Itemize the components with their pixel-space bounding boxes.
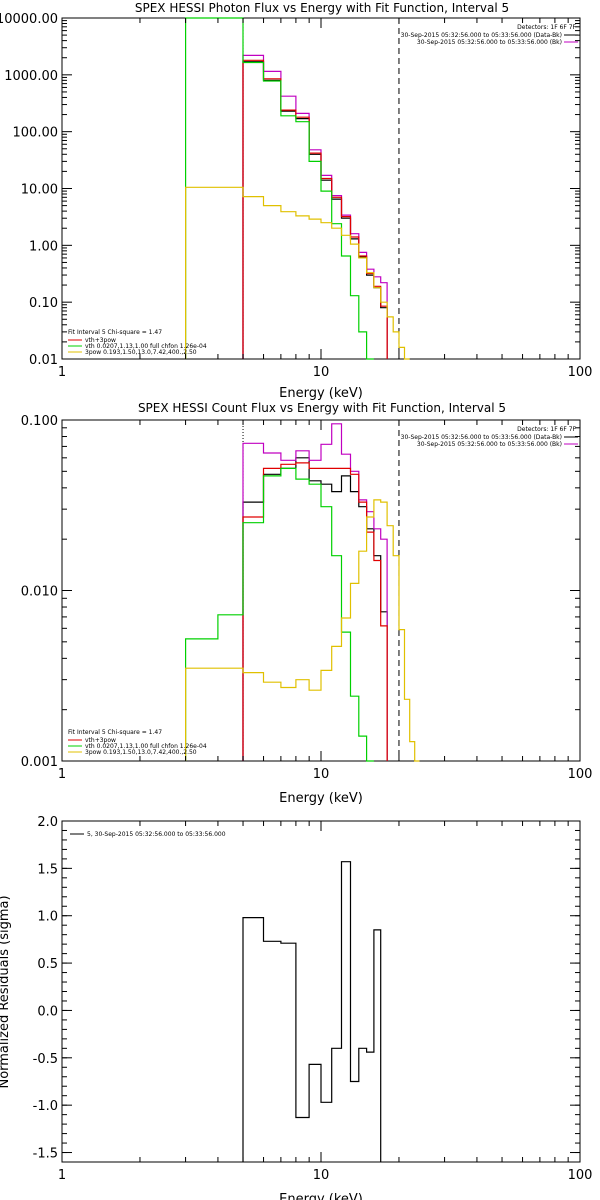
residuals-xlabel: Energy (keV) [279, 1192, 363, 1200]
residuals-plot-frame [61, 820, 581, 1163]
count-flux-series-yellow [185, 499, 420, 762]
residuals-x-tick-label: 10 [313, 1168, 330, 1183]
residuals-ylabel: Normalized Residuals (sigma) [0, 895, 12, 1088]
photon-flux-fit-vth-label: vth 0.0207,1.13,1.00 full chfon 1.26e-04 [85, 343, 207, 350]
photon-flux-series-purple [242, 54, 388, 359]
residuals-x-tick-label: 100 [568, 1168, 593, 1183]
residuals-y-tick-label: 1.0 [37, 910, 58, 925]
count-flux-series [185, 423, 420, 762]
residuals-y-tick-label: 1.5 [37, 862, 58, 877]
photon-flux-detectors-text: Detectors: 1F 6F 7F [517, 24, 576, 31]
photon-flux-series-red [242, 59, 388, 359]
residuals-y-tick-label: -1.5 [33, 1147, 58, 1162]
photon-flux-x-tick-label: 10 [313, 365, 330, 380]
photon-flux-y-tick-label: 10.00 [21, 183, 58, 198]
count-flux-title: SPEX HESSI Count Flux vs Energy with Fit… [138, 401, 506, 415]
residuals-panel: 1 10 100 2.0 1.5 1.0 0.5 0.0 -0.5 -1.0 -1.5 5, 30-… [0, 815, 592, 1200]
photon-flux-series-green [185, 17, 374, 360]
count-flux-panel: SPEX HESSI Count Flux vs Energy with Fit… [21, 401, 593, 806]
count-flux-y-tick-label: 0.100 [21, 414, 58, 429]
photon-flux-fit-header: Fit Interval 5 Chi-square = 1.47 [68, 329, 162, 336]
count-flux-series-purple [242, 423, 388, 761]
photon-flux-series-black [242, 61, 388, 359]
photon-flux-range-markers [242, 18, 400, 359]
count-flux-x-tick-label: 100 [568, 767, 593, 782]
residuals-x-tick-label: 1 [58, 1168, 66, 1183]
photon-flux-x-tick-label: 100 [568, 365, 593, 380]
count-flux-plot-frame [61, 419, 581, 762]
count-flux-y-tick-label: 0.010 [21, 585, 58, 600]
count-flux-series-black [242, 457, 388, 761]
count-flux-data-interval-text: 30-Sep-2015 05:32:56.000 to 05:33:56.000… [401, 434, 562, 441]
residuals-y-tick-label: 2.0 [37, 815, 58, 830]
photon-flux-ticks: 1 10 100 10000.00 1000.00 100.00 10.00 1.00 0.10… [0, 12, 592, 380]
photon-flux-fit-total-label: vth+3pow [85, 337, 116, 344]
count-flux-series-red [242, 462, 388, 761]
photon-flux-y-tick-label: 0.01 [29, 353, 58, 368]
count-flux-y-tick-label: 0.001 [21, 755, 58, 770]
photon-flux-y-tick-label: 1000.00 [4, 69, 58, 84]
photon-flux-y-tick-label: 100.00 [13, 126, 59, 141]
count-flux-x-tick-label: 10 [313, 767, 330, 782]
photon-flux-y-tick-label: 0.10 [29, 296, 58, 311]
count-flux-bk-interval-text: 30-Sep-2015 05:32:56.000 to 05:33:56.000… [417, 441, 562, 448]
photon-flux-bk-interval-text: 30-Sep-2015 05:32:56.000 to 05:33:56.000… [417, 39, 562, 46]
residuals-y-tick-label: 0.0 [37, 1004, 58, 1019]
count-flux-xlabel: Energy (keV) [279, 791, 363, 806]
residuals-legend-label: 5, 30-Sep-2015 05:32:56.000 to 05:33:56.… [87, 831, 226, 838]
count-flux-ticks: 1 10 100 0.100 0.010 0.001 [21, 414, 593, 782]
residuals-ticks: 1 10 100 2.0 1.5 1.0 0.5 0.0 -0.5 -1.0 -1.5 [33, 815, 593, 1183]
residuals-y-tick-label: -1.0 [33, 1099, 58, 1114]
residuals-series [242, 861, 382, 1162]
count-flux-info-box: Detectors: 1F 6F 7F 30-Sep-2015 05:32:56… [401, 426, 578, 448]
photon-flux-y-tick-label: 10000.00 [0, 12, 58, 27]
count-flux-fit-header: Fit Interval 5 Chi-square = 1.47 [68, 729, 162, 736]
residuals-series-black [242, 861, 382, 1162]
photon-flux-title: SPEX HESSI Photon Flux vs Energy with Fi… [135, 1, 509, 15]
photon-flux-xlabel: Energy (keV) [279, 386, 363, 401]
count-flux-series-green [185, 467, 374, 762]
count-flux-fit-3pow-label: 3pow 0.193,1.50,13.0,7.42,400.,2.50 [85, 749, 197, 756]
photon-flux-x-tick-label: 1 [58, 365, 66, 380]
photon-flux-series-yellow [185, 186, 410, 360]
count-flux-detectors-text: Detectors: 1F 6F 7F [517, 426, 576, 433]
photon-flux-fit-legend: Fit Interval 5 Chi-square = 1.47 vth+3po… [68, 329, 207, 356]
photon-flux-panel: SPEX HESSI Photon Flux vs Energy with Fi… [0, 1, 592, 401]
photon-flux-data-interval-text: 30-Sep-2015 05:32:56.000 to 05:33:56.000… [401, 32, 562, 39]
residuals-legend: 5, 30-Sep-2015 05:32:56.000 to 05:33:56.… [70, 831, 226, 838]
count-flux-fit-vth-label: vth 0.0207,1.13,1.00 full chfon 1.26e-04 [85, 743, 207, 750]
photon-flux-y-tick-label: 1.00 [29, 239, 58, 254]
residuals-y-tick-label: 0.5 [37, 957, 58, 972]
count-flux-fit-legend: Fit Interval 5 Chi-square = 1.47 vth+3po… [68, 729, 207, 756]
photon-flux-fit-3pow-label: 3pow 0.193,1.50,13.0,7.42,400.,2.50 [85, 349, 197, 356]
count-flux-x-tick-label: 1 [58, 767, 66, 782]
residuals-y-tick-label: -0.5 [33, 1052, 58, 1067]
photon-flux-series [185, 17, 410, 360]
count-flux-fit-total-label: vth+3pow [85, 737, 116, 744]
photon-flux-info-box: Detectors: 1F 6F 7F 30-Sep-2015 05:32:56… [401, 24, 578, 46]
count-flux-range-markers [242, 420, 400, 761]
